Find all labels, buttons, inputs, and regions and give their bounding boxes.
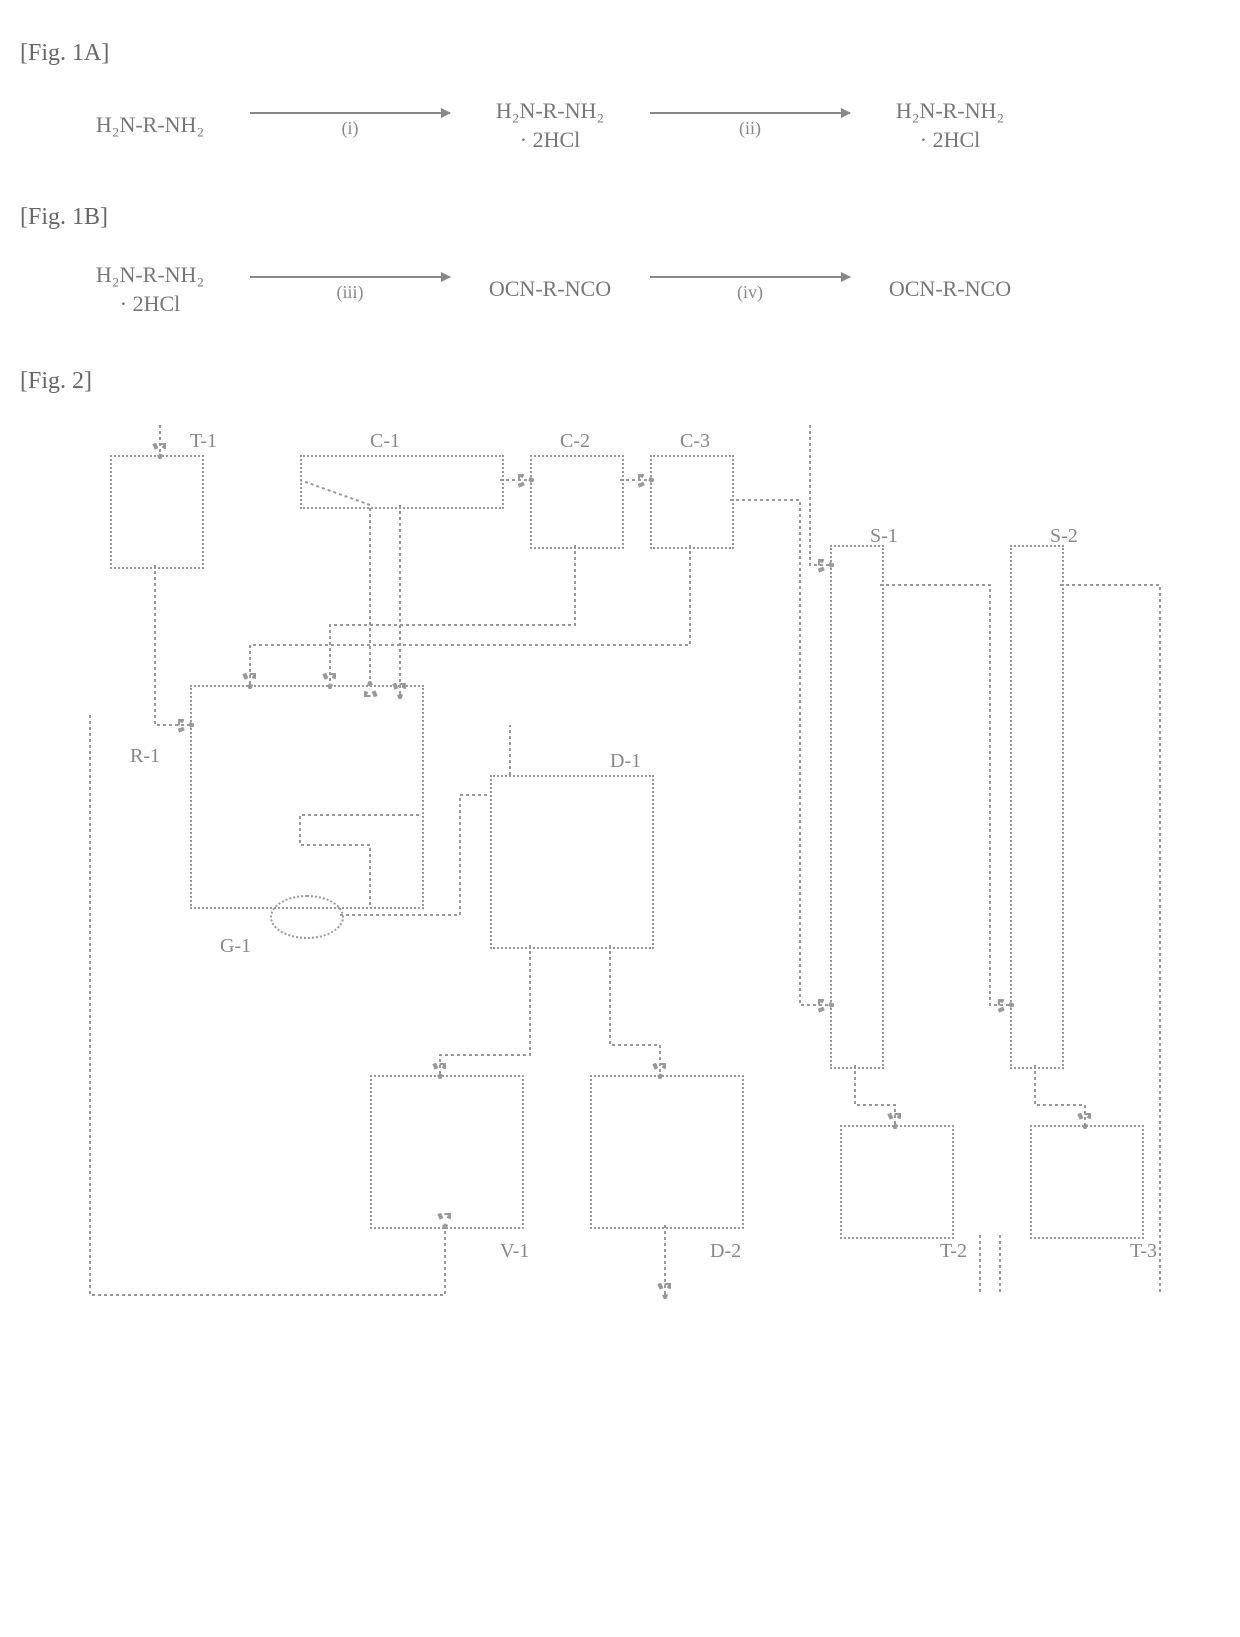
arrow-label: (ii) xyxy=(650,118,850,139)
node-label-T3: T-3 xyxy=(1130,1240,1157,1263)
node-T3 xyxy=(1030,1125,1144,1239)
node-label-R1: R-1 xyxy=(130,745,160,768)
mol-line1: H₂N‑R‑NH₂ xyxy=(470,97,630,126)
node-label-C1: C-1 xyxy=(370,430,400,453)
node-T1 xyxy=(110,455,204,569)
arrow-label: (i) xyxy=(250,118,450,139)
node-S2 xyxy=(1010,545,1064,1069)
mol-line1: H₂N‑R‑NH₂ xyxy=(870,97,1030,126)
node-C1 xyxy=(300,455,504,509)
mol-1a-2: H₂N‑R‑NH₂ · 2HCl xyxy=(470,97,630,154)
mol-1b-2: OCN‑R‑NCO xyxy=(470,275,630,304)
mol-line1: H₂N‑R‑NH₂ xyxy=(70,261,230,290)
mol-line1: OCN‑R‑NCO xyxy=(470,275,630,304)
fig-2-label: [Fig. 2] xyxy=(20,368,1220,395)
node-T2 xyxy=(840,1125,954,1239)
node-label-T1: T-1 xyxy=(190,430,217,453)
arrow-label: (iii) xyxy=(250,282,450,303)
node-label-V1: V-1 xyxy=(500,1240,529,1263)
node-S1 xyxy=(830,545,884,1069)
mol-1b-3: OCN‑R‑NCO xyxy=(870,275,1030,304)
mol-line2: · 2HCl xyxy=(470,126,630,155)
reaction-row-1: H₂N‑R‑NH₂ (i) H₂N‑R‑NH₂ · 2HCl (ii) H₂N‑… xyxy=(70,97,1220,154)
mol-line2: · 2HCl xyxy=(70,290,230,319)
node-V1 xyxy=(370,1075,524,1229)
arrow-1a-2: (ii) xyxy=(650,112,850,139)
node-label-S2: S-2 xyxy=(1050,525,1078,548)
node-label-D2: D-2 xyxy=(710,1240,741,1263)
arrow-1a-1: (i) xyxy=(250,112,450,139)
flow-diagram: T-1 C-1 C-2 C-3 R-1 G-1 D-1 V-1 D-2 S-1 S-2 T-2 T-3 xyxy=(70,425,1170,1325)
arrow-1b-1: (iii) xyxy=(250,276,450,303)
node-C3 xyxy=(650,455,734,549)
reaction-row-2: H₂N‑R‑NH₂ · 2HCl (iii) OCN‑R‑NCO (iv) OC… xyxy=(70,261,1220,318)
arrow-1b-2: (iv) xyxy=(650,276,850,303)
node-D2 xyxy=(590,1075,744,1229)
node-label-T2: T-2 xyxy=(940,1240,967,1263)
node-G1 xyxy=(270,895,344,939)
node-label-C3: C-3 xyxy=(680,430,710,453)
mol-1a-1: H₂N‑R‑NH₂ xyxy=(70,111,230,140)
fig-1b-label: [Fig. 1B] xyxy=(20,204,1220,231)
node-C2 xyxy=(530,455,624,549)
node-label-G1: G-1 xyxy=(220,935,251,958)
node-D1 xyxy=(490,775,654,949)
fig-1a-label: [Fig. 1A] xyxy=(20,40,1220,67)
node-label-S1: S-1 xyxy=(870,525,898,548)
node-label-C2: C-2 xyxy=(560,430,590,453)
mol-1b-1: H₂N‑R‑NH₂ · 2HCl xyxy=(70,261,230,318)
mol-line1: OCN‑R‑NCO xyxy=(870,275,1030,304)
mol-line2: · 2HCl xyxy=(870,126,1030,155)
mol-line1: H₂N‑R‑NH₂ xyxy=(70,111,230,140)
node-R1 xyxy=(190,685,424,909)
node-label-D1: D-1 xyxy=(610,750,641,773)
mol-1a-3: H₂N‑R‑NH₂ · 2HCl xyxy=(870,97,1030,154)
arrow-label: (iv) xyxy=(650,282,850,303)
